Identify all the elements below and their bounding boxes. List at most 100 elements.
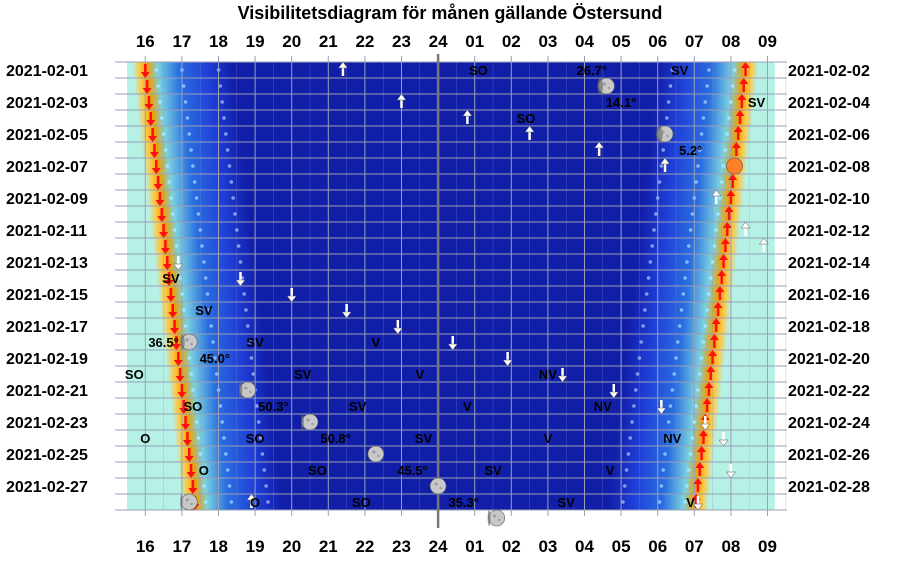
twilight-dot: [707, 292, 711, 296]
day-row-bg: [127, 318, 775, 334]
day-row-bg: [127, 78, 775, 94]
twilight-dot: [699, 356, 704, 360]
date-label-right: 2021-02-28: [788, 479, 870, 496]
moon-direction-label: NV: [539, 367, 557, 382]
twilight-dot: [158, 100, 162, 104]
twilight-dot: [183, 324, 188, 328]
sunset-arrow: [153, 176, 163, 190]
twilight-dot: [249, 356, 254, 360]
sunrise-arrow: [698, 430, 708, 444]
date-label-left: 2021-02-27: [6, 479, 88, 496]
sunrise-arrow: [717, 270, 727, 284]
twilight-dot: [181, 84, 186, 88]
twilight-dot: [194, 420, 199, 424]
moon-direction-label: SV: [162, 271, 180, 286]
day-row-bg: [127, 94, 775, 110]
day-row-bg: [127, 254, 775, 270]
hour-tick-label: 02: [502, 32, 521, 51]
moonset-arrow: [718, 432, 729, 447]
sunset-arrow: [157, 208, 167, 222]
moonset-arrow: [725, 464, 736, 479]
moonset-arrow: [447, 336, 458, 351]
twilight-dot: [216, 68, 221, 72]
moon-direction-label: SV: [484, 463, 502, 478]
hour-tick-label: 18: [209, 32, 228, 51]
sunrise-arrow: [702, 398, 712, 412]
twilight-dot: [185, 116, 190, 120]
twilight-dot: [725, 132, 730, 136]
moon-direction-label: V: [544, 431, 553, 446]
twilight-dot: [666, 420, 671, 424]
sunset-arrow: [151, 160, 161, 174]
twilight-dot: [187, 356, 192, 360]
twilight-dot: [687, 244, 691, 248]
date-label-right: 2021-02-20: [788, 351, 870, 368]
twilight-dot: [672, 372, 676, 376]
twilight-dot: [196, 212, 201, 216]
moon-direction-label: NV: [594, 399, 612, 414]
twilight-dot: [690, 436, 695, 440]
twilight-dot: [207, 308, 212, 312]
twilight-dot: [622, 484, 627, 488]
twilight-dot: [644, 292, 649, 296]
twilight-dot: [229, 500, 234, 504]
date-label-right: 2021-02-10: [788, 191, 870, 208]
twilight-dot: [641, 324, 645, 328]
twilight-dot: [692, 196, 697, 200]
twilight-dot: [692, 420, 697, 424]
twilight-dot: [687, 468, 691, 472]
moon-phase-icon: [726, 157, 743, 175]
date-label-right: 2021-02-12: [788, 223, 870, 240]
twilight-dot: [668, 84, 673, 88]
sunset-arrow: [181, 416, 191, 430]
hour-tick-label: 16: [136, 32, 155, 51]
twilight-dot: [729, 100, 733, 104]
moon-phase-icon: [238, 381, 257, 399]
hour-tick-label: 17: [172, 537, 191, 556]
twilight-dot: [723, 148, 728, 152]
twilight-dot: [648, 260, 653, 264]
sunset-arrow: [184, 448, 194, 462]
twilight-dot: [235, 228, 239, 232]
twilight-dot: [222, 436, 226, 440]
date-label-left: 2021-02-25: [6, 447, 88, 464]
twilight-dot: [663, 452, 667, 456]
moonset-arrow: [608, 384, 619, 399]
moon-direction-label: V: [686, 495, 695, 510]
hour-tick-label: 20: [282, 537, 301, 556]
twilight-dot: [220, 420, 224, 424]
date-label-right: 2021-02-18: [788, 319, 870, 336]
moon-direction-label: SV: [246, 335, 264, 350]
twilight-dot: [624, 468, 629, 472]
sunset-arrow: [182, 432, 192, 446]
sunset-arrow: [166, 288, 176, 302]
twilight-dot: [231, 196, 235, 200]
moonset-arrow: [341, 304, 352, 319]
sunset-arrow: [155, 192, 165, 206]
sunrise-arrow: [706, 366, 716, 380]
date-label-left: 2021-02-01: [6, 63, 88, 80]
twilight-dot: [677, 324, 682, 328]
day-row-bg: [127, 222, 775, 238]
twilight-dot: [699, 132, 704, 136]
twilight-dot: [214, 372, 219, 376]
sunset-arrow: [175, 368, 185, 382]
moon-altitude-label: 45.0°: [200, 351, 231, 366]
twilight-dot: [180, 68, 184, 72]
twilight-dot: [637, 356, 642, 360]
moonset-arrow: [235, 272, 246, 287]
moon-direction-label: SV: [195, 303, 213, 318]
moon-phase-icon: [180, 493, 198, 511]
twilight-dot: [154, 68, 159, 72]
moonset-arrow: [692, 496, 703, 511]
moon-direction-label: SV: [415, 431, 433, 446]
twilight-dot: [659, 484, 664, 488]
twilight-dot: [264, 484, 268, 488]
day-row-bg: [127, 398, 775, 414]
twilight-dot: [665, 116, 669, 120]
twilight-dot: [674, 356, 678, 360]
moon-phase-icon: [597, 77, 615, 95]
date-label-right: 2021-02-26: [788, 447, 870, 464]
date-label-left: 2021-02-15: [6, 287, 88, 304]
